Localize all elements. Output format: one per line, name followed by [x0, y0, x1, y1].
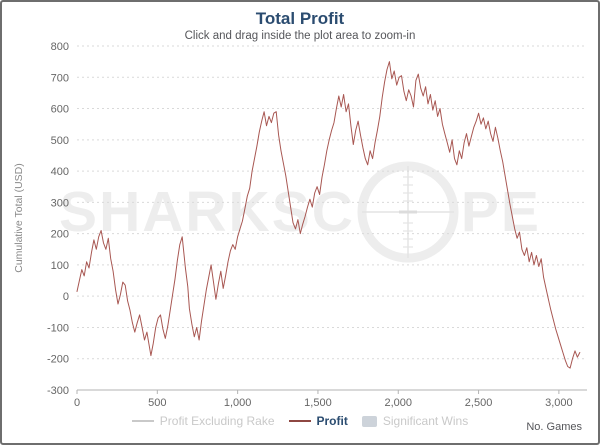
plot-area[interactable]	[77, 46, 587, 390]
x-tick-labels: 0 500 1,000 1,500 2,000 2,500 3,000	[74, 397, 573, 409]
svg-text:700: 700	[51, 72, 69, 84]
svg-text:600: 600	[51, 104, 69, 116]
y-axis-title: Cumulative Total (USD)	[13, 163, 25, 273]
svg-text:500: 500	[148, 397, 166, 409]
svg-text:2,500: 2,500	[465, 397, 493, 409]
svg-text:200: 200	[51, 229, 69, 241]
gridlines	[77, 45, 587, 360]
svg-text:300: 300	[51, 197, 69, 209]
svg-text:-200: -200	[47, 354, 69, 366]
svg-text:-100: -100	[47, 322, 69, 334]
legend-item-profit-excluding-rake[interactable]: Profit Excluding Rake	[131, 414, 275, 428]
legend-label: Profit	[316, 414, 348, 428]
chart-title: Total Profit	[255, 9, 345, 28]
svg-text:400: 400	[51, 166, 69, 178]
svg-text:1,000: 1,000	[224, 397, 252, 409]
svg-text:500: 500	[51, 135, 69, 147]
svg-text:800: 800	[51, 41, 69, 53]
svg-text:3,000: 3,000	[545, 397, 573, 409]
profit-line-series	[76, 61, 581, 369]
y-tick-labels: -300 -200 -100 0 100 200 300 400 500 600 700 800	[47, 41, 69, 397]
legend-label: Significant Wins	[382, 414, 469, 428]
legend-label: Profit Excluding Rake	[159, 414, 275, 428]
legend: Profit Excluding Rake Profit Significant W…	[2, 414, 598, 428]
svg-text:2,000: 2,000	[384, 397, 412, 409]
legend-box-marker-icon	[361, 415, 377, 427]
x-axis	[76, 389, 587, 394]
svg-text:100: 100	[51, 260, 69, 272]
chart-subtitle: Click and drag inside the plot area to z…	[184, 30, 416, 42]
legend-line-marker-icon	[131, 420, 154, 422]
svg-text:1,500: 1,500	[304, 397, 332, 409]
svg-text:0: 0	[74, 397, 80, 409]
legend-line-marker-icon	[288, 420, 311, 422]
svg-text:0: 0	[63, 291, 69, 303]
svg-text:-300: -300	[47, 385, 69, 397]
legend-item-profit[interactable]: Profit	[288, 414, 348, 428]
x-axis-title: No. Games	[526, 421, 582, 433]
legend-item-significant-wins[interactable]: Significant Wins	[361, 414, 469, 428]
